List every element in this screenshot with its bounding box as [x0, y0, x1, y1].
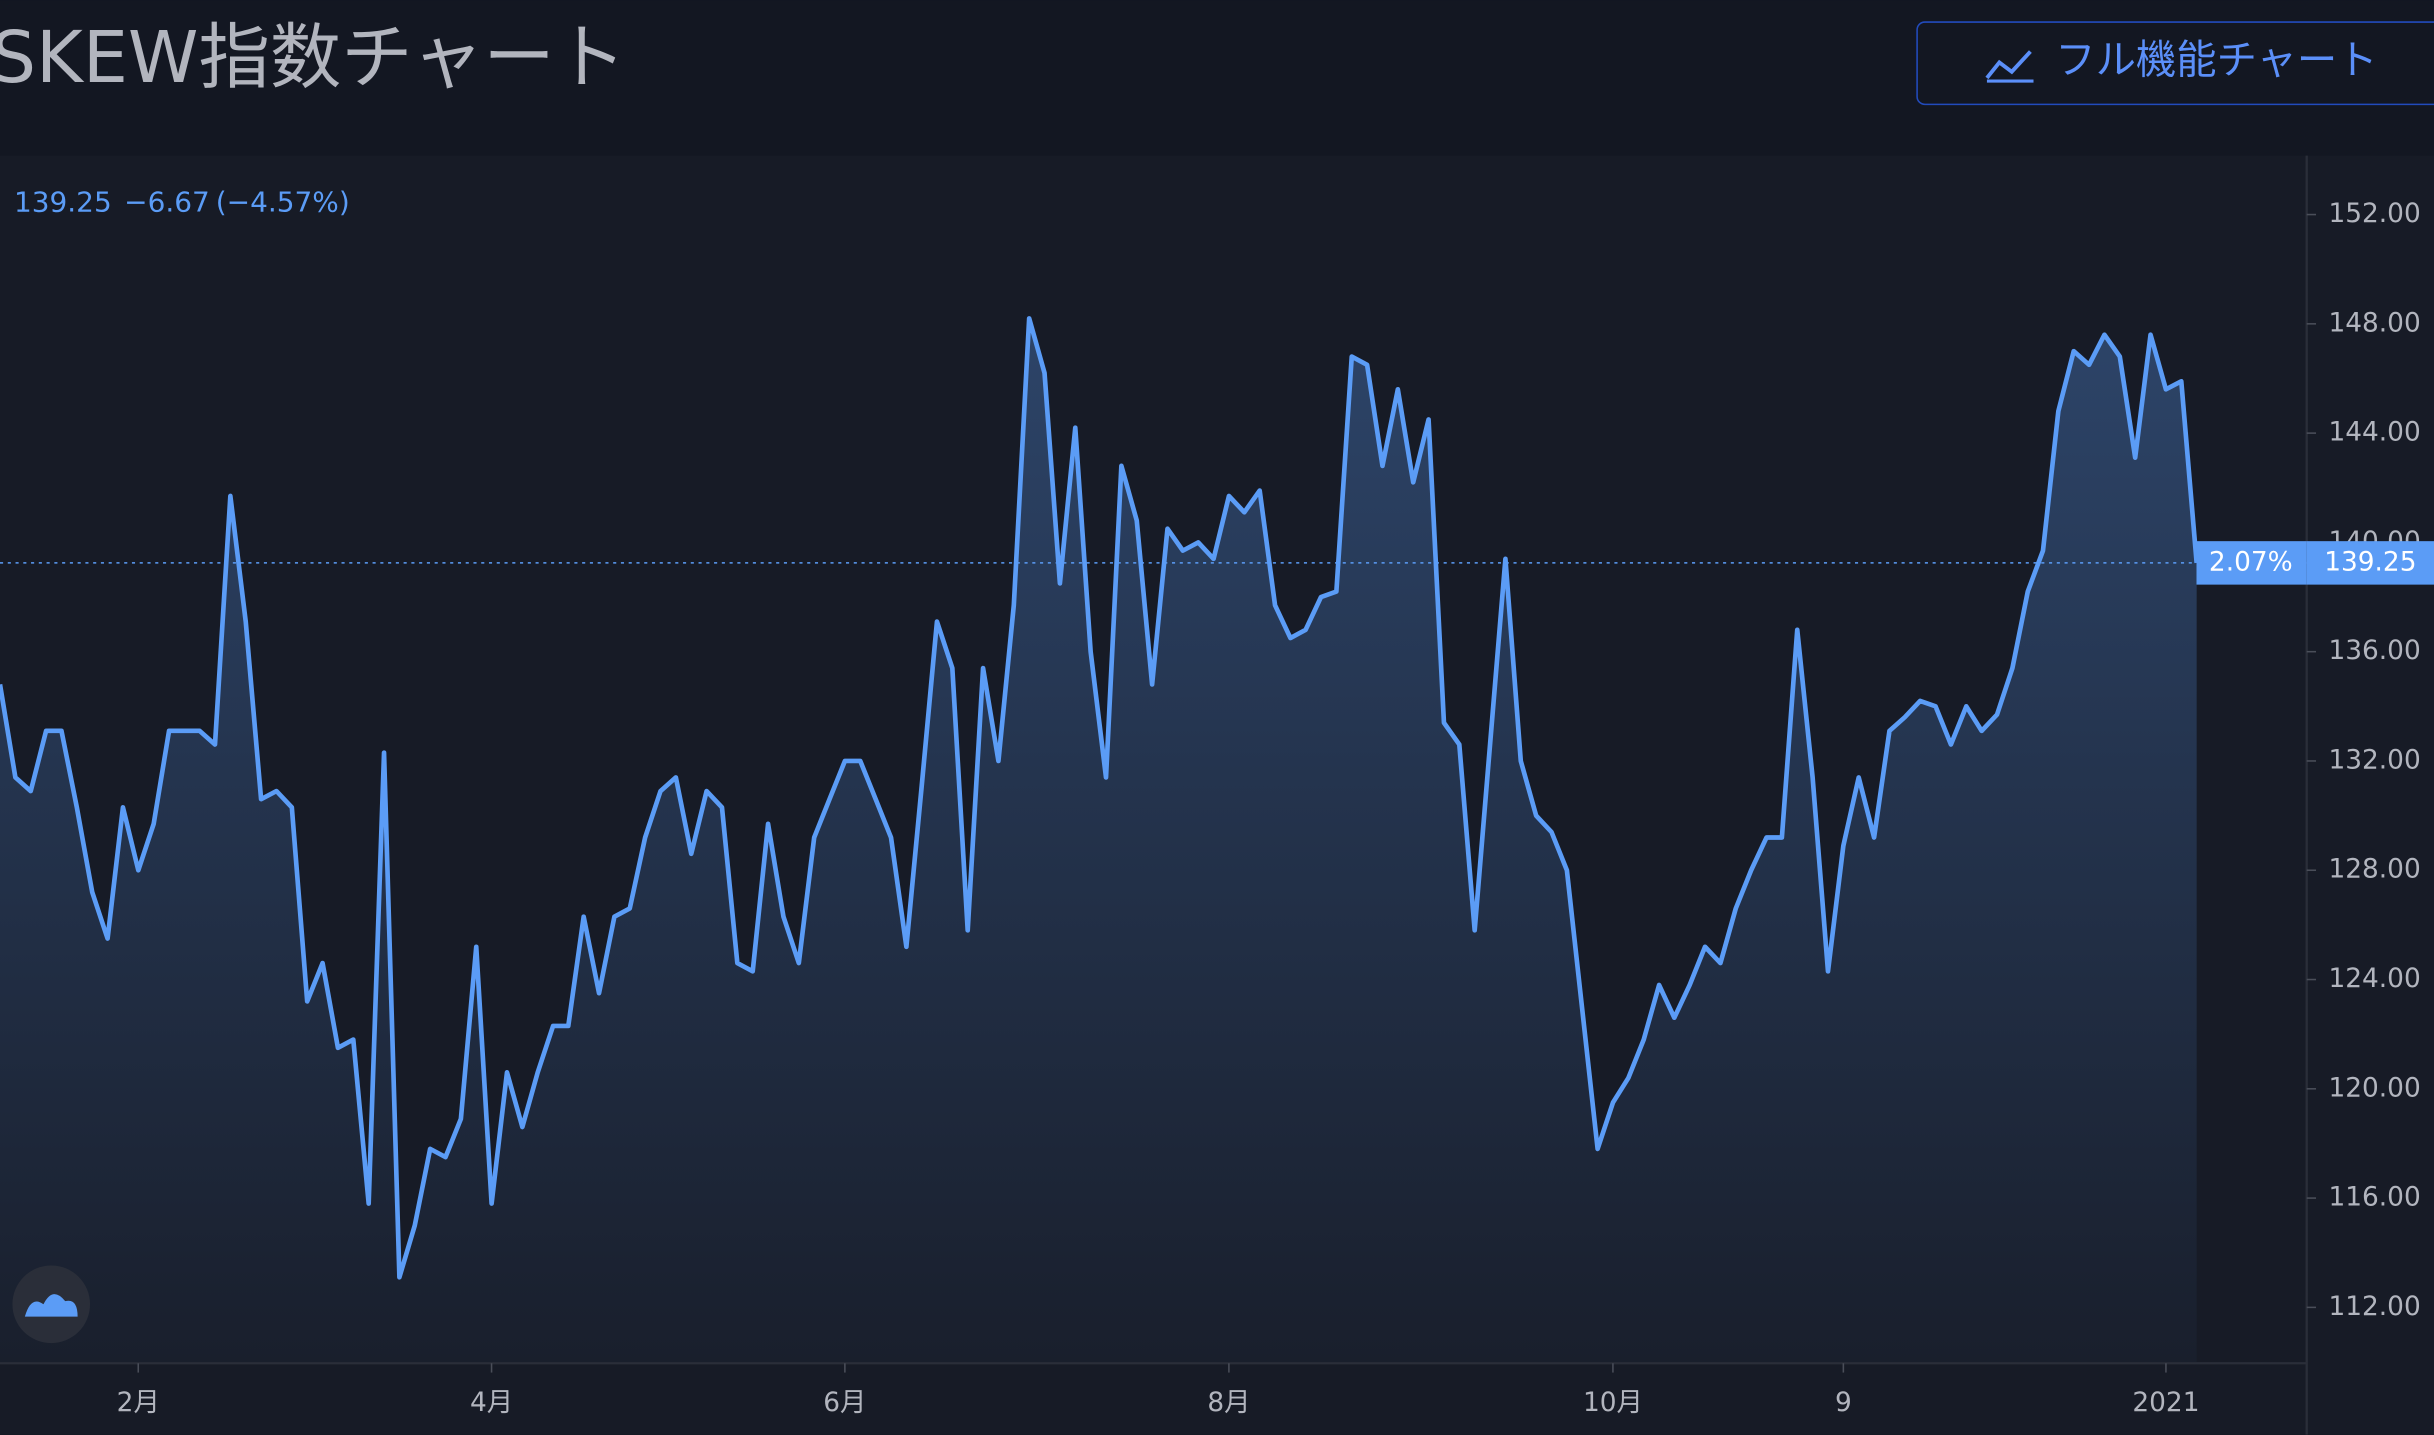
- y-tick-label: 116.00: [2328, 1183, 2420, 1213]
- y-tick-label: 136.00: [2328, 636, 2420, 666]
- x-tick-label: 6月: [823, 1388, 866, 1418]
- button-label[interactable]: フル機能チャート: [2055, 36, 2377, 83]
- y-tick-label: 112.00: [2328, 1292, 2420, 1322]
- full-chart-button[interactable]: フル機能チャート: [1916, 21, 2434, 106]
- x-tick-label: 2021: [2132, 1388, 2199, 1418]
- logo-mark: [24, 1294, 78, 1317]
- x-tick-label: 4月: [470, 1388, 513, 1418]
- y-tick-label: 128.00: [2328, 855, 2420, 885]
- pct-tag: [2196, 541, 2307, 585]
- legend-change-pct: (−4.57%): [216, 186, 350, 219]
- area: [0, 318, 2197, 1363]
- header-bg: [0, 0, 2434, 156]
- y-tick-label: 152.00: [2328, 199, 2420, 229]
- logo: [12, 1265, 91, 1344]
- line: [0, 316, 2199, 1280]
- price-tag: [2306, 541, 2434, 585]
- y-tick-label: 148.00: [2328, 308, 2420, 338]
- button-border[interactable]: [1916, 21, 2434, 106]
- x-tick-label: 9: [1835, 1388, 1852, 1418]
- legend-change: −6.67: [124, 186, 210, 219]
- x-tick-label: 8月: [1207, 1388, 1250, 1418]
- legend: 139.25 −6.67 (−4.57%): [14, 186, 350, 219]
- button-icon[interactable]: [1985, 50, 2032, 80]
- y-tick-label: 120.00: [2328, 1073, 2420, 1103]
- y-tick-label: 132.00: [2328, 745, 2420, 775]
- pct-tag-label: 2.07%: [2209, 547, 2293, 577]
- x-tick-label: 2月: [117, 1388, 160, 1418]
- x-tick-label: 10月: [1583, 1388, 1643, 1418]
- legend-value: 139.25: [14, 186, 112, 219]
- page-title: SKEW指数チャート: [0, 16, 626, 99]
- price-tag-label: 139.25: [2324, 547, 2416, 577]
- y-tick-label: 124.00: [2328, 964, 2420, 994]
- y-tick-label: 144.00: [2328, 418, 2420, 448]
- plot: 112.00 116.00 120.00 124.00 128.00 132.00 136.…: [0, 199, 2434, 1418]
